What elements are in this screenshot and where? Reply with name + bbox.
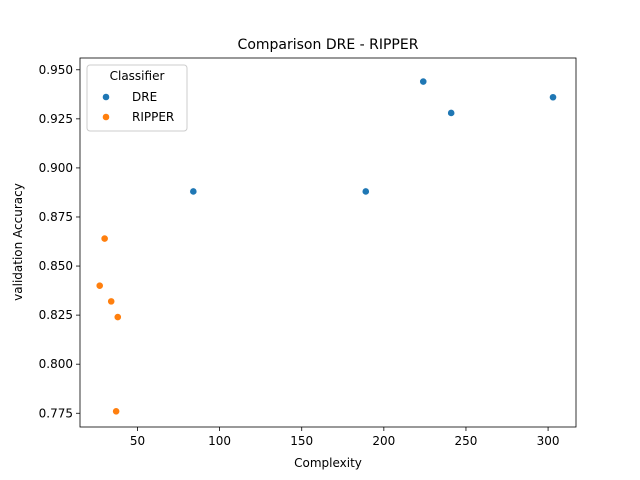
chart-title: Comparison DRE - RIPPER xyxy=(238,37,419,53)
legend-title: Classifier xyxy=(110,69,165,83)
x-tick-label: 250 xyxy=(455,434,478,448)
x-tick-label: 50 xyxy=(130,434,145,448)
y-tick-label: 0.800 xyxy=(39,357,73,371)
x-axis-title: Complexity xyxy=(294,456,362,470)
y-axis-title: validation Accuracy xyxy=(11,183,25,301)
x-axis: 50 100 150 200 250 300 xyxy=(130,427,560,448)
point-ripper xyxy=(107,297,116,306)
point-ripper xyxy=(113,313,122,321)
legend-marker-ripper xyxy=(102,113,110,121)
y-tick-label: 0.900 xyxy=(39,161,73,175)
x-tick-label: 150 xyxy=(290,434,313,448)
point-ripper xyxy=(95,281,104,290)
legend: Classifier DRE RIPPER xyxy=(86,64,188,132)
y-tick-label: 0.775 xyxy=(39,406,73,420)
y-tick-label: 0.875 xyxy=(39,210,73,224)
point-dre xyxy=(447,109,456,117)
y-tick-label: 0.825 xyxy=(39,308,73,322)
y-tick-label: 0.925 xyxy=(39,112,73,126)
x-tick-label: 200 xyxy=(372,434,395,448)
data-points xyxy=(95,77,557,416)
point-dre xyxy=(189,187,198,196)
x-tick-label: 100 xyxy=(208,434,231,448)
point-ripper xyxy=(100,234,109,243)
point-dre xyxy=(361,187,370,196)
y-tick-label: 0.950 xyxy=(39,63,73,77)
point-dre xyxy=(549,93,557,102)
legend-label-ripper: RIPPER xyxy=(132,110,174,124)
legend-box xyxy=(86,64,188,132)
legend-items: DRE RIPPER xyxy=(102,90,174,124)
y-axis: 0.775 0.800 0.825 0.850 0.875 0.900 0.925 0.950 xyxy=(39,63,80,420)
point-dre xyxy=(419,77,428,86)
point-ripper xyxy=(112,407,121,416)
legend-marker-dre xyxy=(102,93,110,101)
y-tick-label: 0.850 xyxy=(39,259,73,273)
x-tick-label: 300 xyxy=(537,434,560,448)
legend-label-dre: DRE xyxy=(132,90,157,104)
